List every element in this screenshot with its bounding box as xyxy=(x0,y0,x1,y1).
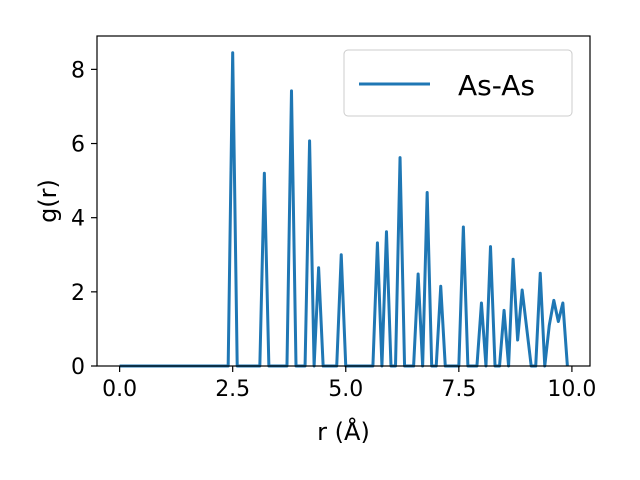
axes-frame xyxy=(96,35,591,367)
y-axis-label: g(r) xyxy=(34,179,62,223)
x-tick-label: 7.5 xyxy=(441,377,476,402)
y-axis-ticks: 0 2 4 6 8 xyxy=(71,58,97,380)
x-axis-label: r (Å) xyxy=(317,417,370,446)
legend-label-as-as: As-As xyxy=(458,69,535,102)
y-tick-label: 2 xyxy=(71,281,85,306)
legend: As-As xyxy=(343,49,573,117)
x-tick-label: 5.0 xyxy=(328,377,363,402)
x-axis-ticks: 0.0 2.5 5.0 7.5 10.0 xyxy=(102,366,596,402)
y-tick-label: 0 xyxy=(71,355,85,380)
y-tick-label: 6 xyxy=(71,133,85,158)
x-tick-label: 0.0 xyxy=(102,377,137,402)
y-tick-label: 8 xyxy=(71,58,85,83)
y-tick-label: 4 xyxy=(71,207,85,232)
x-tick-label: 2.5 xyxy=(215,377,250,402)
legend-box xyxy=(343,49,573,117)
x-tick-label: 10.0 xyxy=(547,377,596,402)
